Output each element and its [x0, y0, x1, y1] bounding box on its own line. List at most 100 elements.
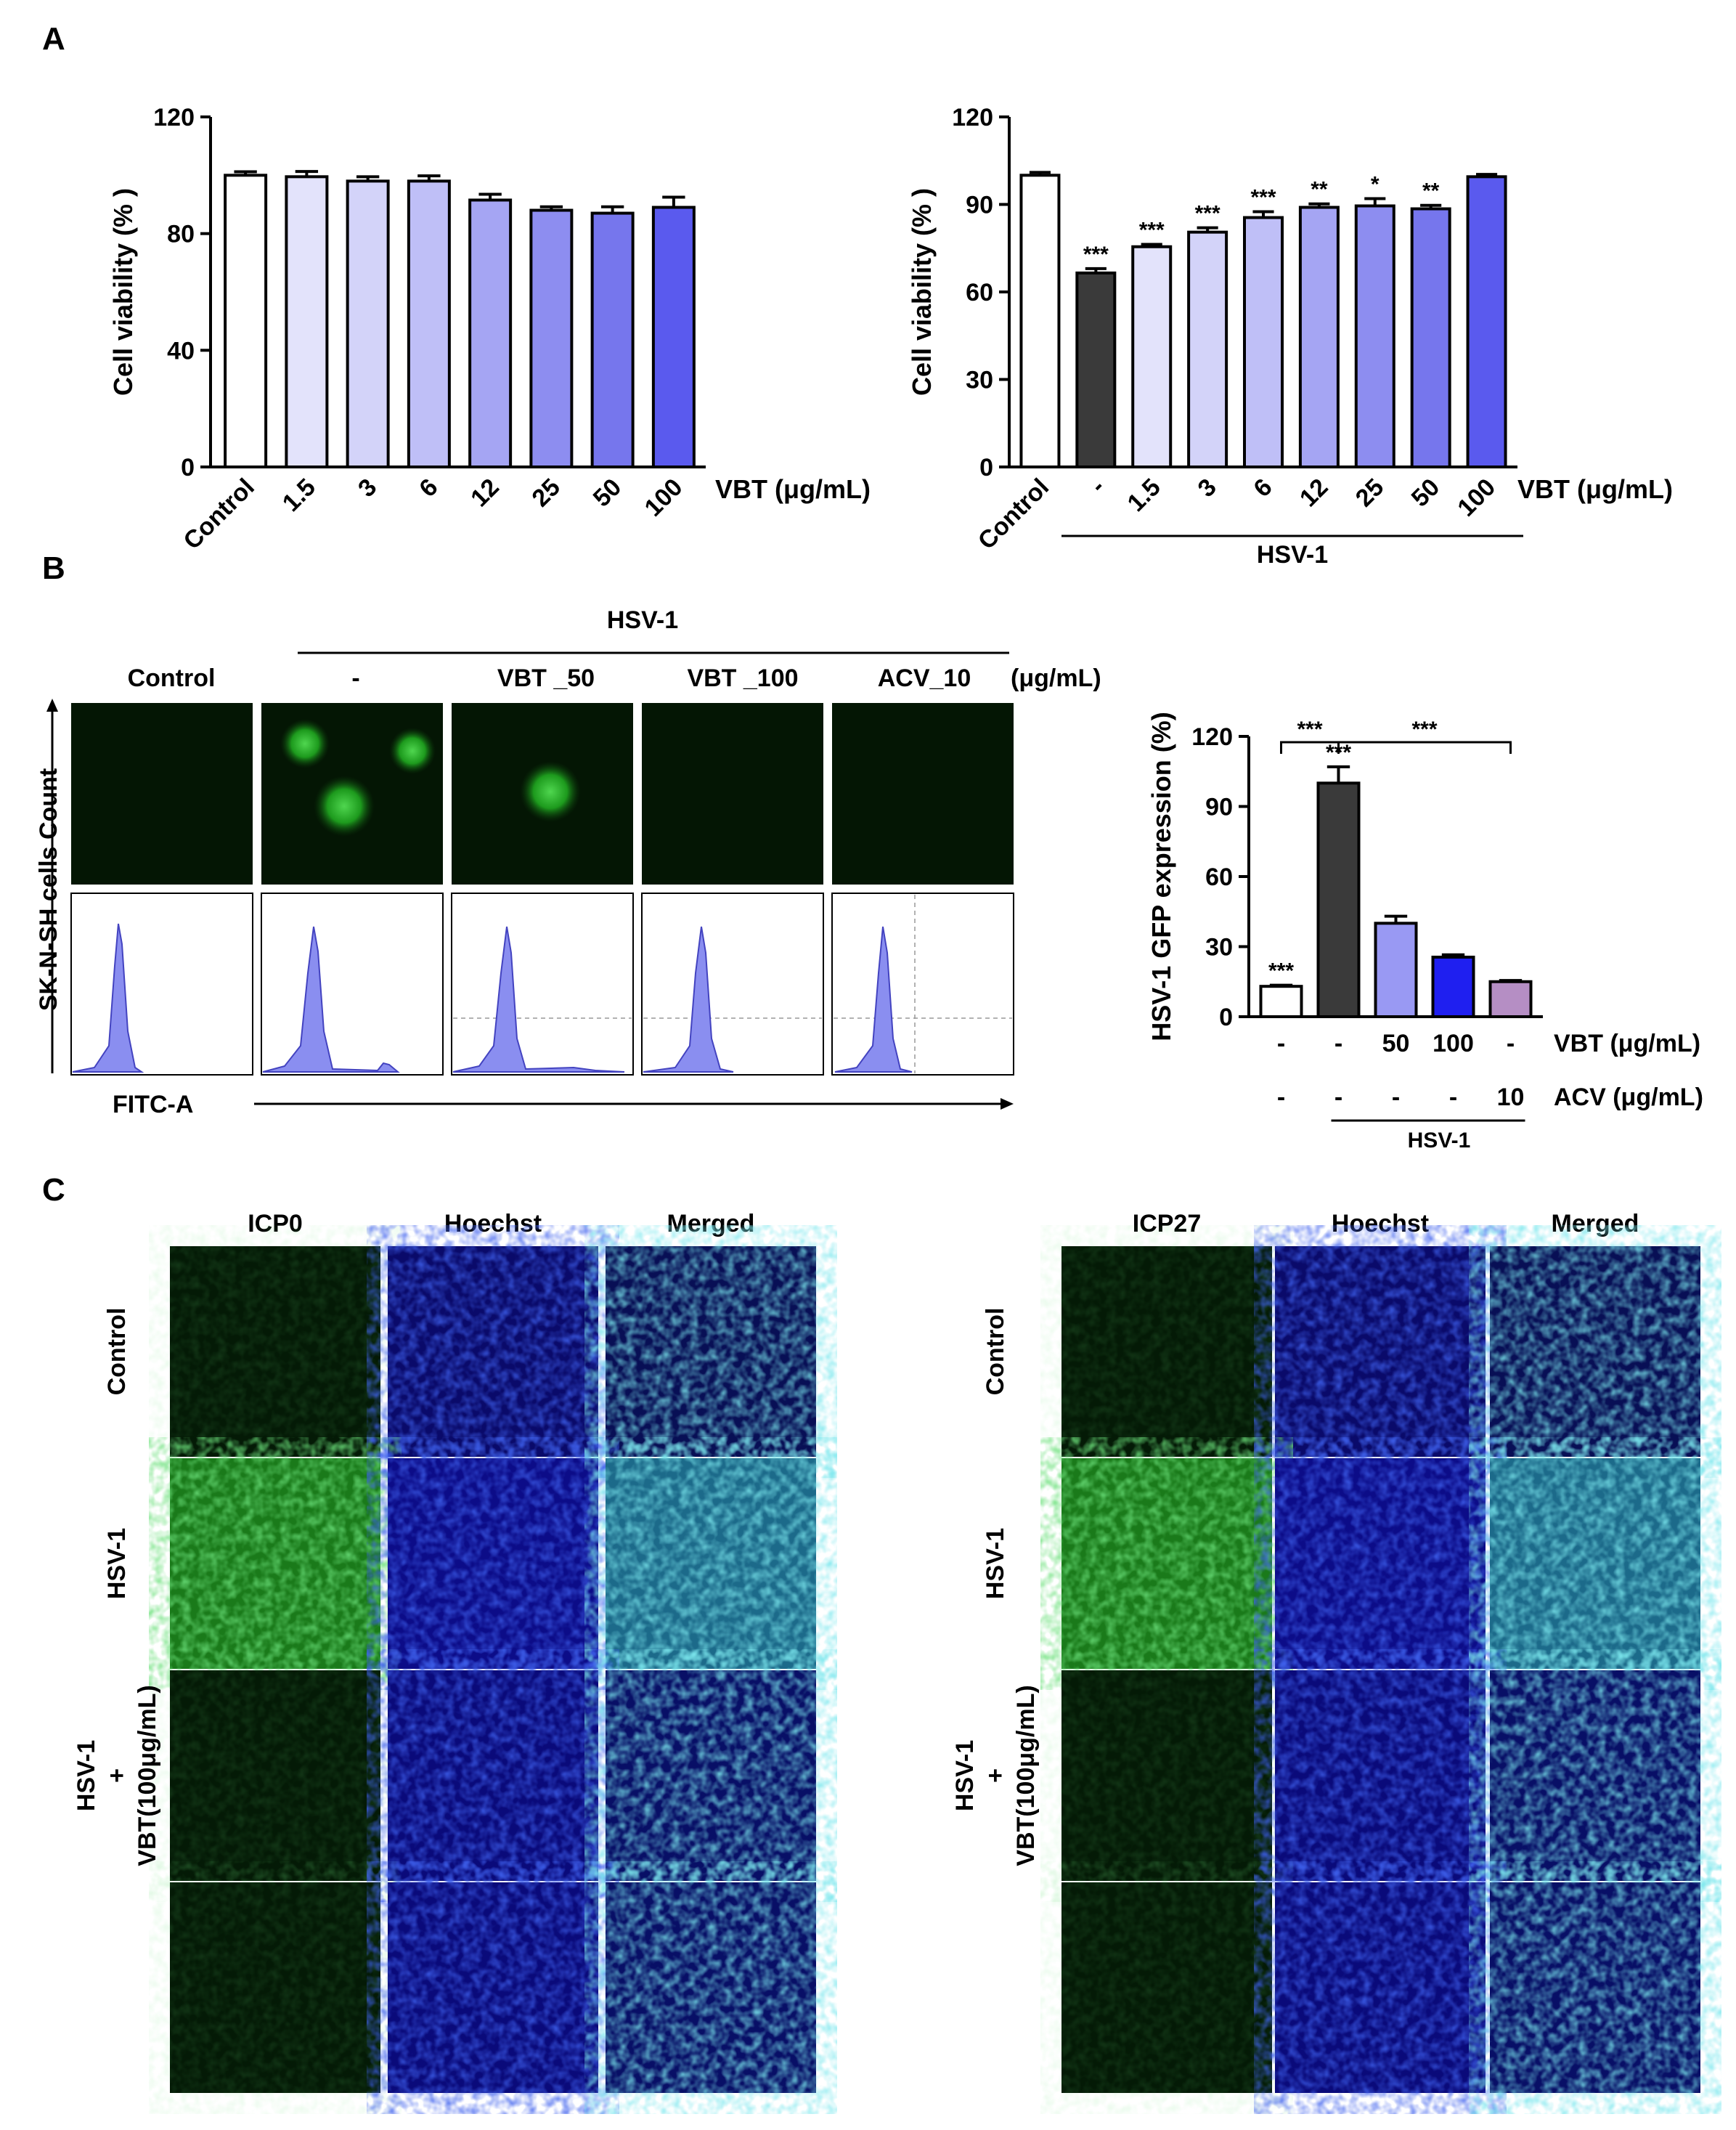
column-header: Hoechst — [1332, 1210, 1429, 1237]
y-tick-label: 80 — [167, 221, 195, 248]
row-label: + — [982, 1768, 1009, 1783]
significance-marker: *** — [1411, 718, 1437, 741]
y-tick-label: 120 — [153, 104, 195, 131]
bar — [1243, 216, 1284, 468]
infected-focus — [280, 719, 330, 768]
x-tick-label: 100 — [1452, 473, 1501, 522]
row-label: HSV-1 — [73, 1740, 100, 1811]
y-tick-label: 120 — [1191, 723, 1233, 751]
column-header: Hoechst — [444, 1210, 542, 1237]
x-tick-label: 1.5 — [277, 473, 321, 517]
micrograph-texture — [606, 1246, 816, 1457]
row-label: HSV-1 — [951, 1740, 979, 1811]
y-axis-label: Cell viability (% ) — [108, 188, 138, 396]
micrograph-texture — [170, 1458, 380, 1669]
micrograph-texture — [388, 1882, 598, 2093]
x-axis-label: VBT (μg/mL) — [715, 474, 871, 504]
y-tick-label: 90 — [966, 192, 993, 219]
micrograph-texture — [1275, 1246, 1486, 1457]
significance-marker: *** — [1250, 186, 1276, 210]
bar — [1075, 271, 1117, 468]
infected-focus — [389, 728, 436, 774]
micrograph-acv10 — [832, 703, 1014, 885]
micrograph-texture — [388, 1246, 598, 1457]
bar — [590, 211, 635, 468]
column-header: Merged — [1552, 1210, 1639, 1237]
bar — [407, 179, 451, 468]
x-tick-label: Control — [178, 473, 259, 555]
significance-marker: *** — [1268, 959, 1294, 983]
y-tick-label: 40 — [167, 337, 195, 365]
x-tick-label: 3 — [1193, 473, 1222, 503]
panel-b-col-vbt50: VBT _50 — [497, 664, 595, 692]
treatment-cell: - — [1449, 1084, 1457, 1111]
histogram-vbt50 — [451, 893, 634, 1076]
panel-b-hsv-label: HSV-1 — [607, 606, 678, 634]
micrograph-texture — [170, 1246, 380, 1457]
histogram-vbt100 — [641, 893, 824, 1076]
micrograph-texture — [1275, 1882, 1486, 2093]
micrograph-texture — [170, 1882, 380, 2093]
x-tick-label: 25 — [526, 473, 566, 513]
bar — [1374, 922, 1418, 1019]
micrograph-texture — [606, 1670, 816, 1881]
y-tick-label: 0 — [979, 454, 993, 481]
bar — [285, 175, 329, 468]
significance-marker: *** — [1297, 718, 1322, 741]
treatment-cell: 50 — [1382, 1030, 1410, 1057]
row-label: HSV-1 — [103, 1528, 131, 1599]
y-axis-label: HSV-1 GFP expression (%) — [1146, 712, 1176, 1041]
significance-marker: *** — [1139, 219, 1165, 243]
x-axis-label: VBT (μg/mL) — [1517, 474, 1673, 504]
y-tick-label: 30 — [1205, 934, 1233, 962]
count-axis-label: SK-N-SH cells Count — [35, 768, 62, 1011]
row-label: + — [103, 1768, 131, 1783]
count-axis-arrowhead — [46, 699, 58, 712]
bar — [1488, 980, 1533, 1018]
y-tick-label: 0 — [181, 454, 195, 481]
significance-marker: *** — [1083, 243, 1109, 267]
treatment-cell: - — [1507, 1030, 1515, 1057]
treatment-cell: 100 — [1433, 1030, 1474, 1057]
micrograph-texture — [1275, 1458, 1486, 1669]
significance-marker: ** — [1311, 178, 1328, 202]
micrograph-texture — [1490, 1458, 1700, 1669]
bar — [1187, 230, 1228, 468]
bar — [1019, 174, 1061, 468]
x-tick-label: 12 — [1295, 473, 1334, 513]
fitc-axis-label: FITC-A — [113, 1091, 193, 1118]
micrograph-texture — [1275, 1670, 1486, 1881]
micrograph-texture — [606, 1882, 816, 2093]
significance-bracket — [1337, 741, 1512, 754]
y-tick-label: 30 — [966, 367, 993, 394]
micrograph-texture — [1490, 1670, 1700, 1881]
significance-marker: *** — [1195, 202, 1221, 226]
treatment-cell: - — [1334, 1084, 1342, 1111]
histogram-acv10 — [831, 893, 1014, 1076]
column-header: Merged — [667, 1210, 755, 1237]
y-tick-label: 60 — [1205, 863, 1233, 891]
histogram-control — [70, 893, 253, 1076]
x-tick-label: 6 — [414, 473, 443, 503]
treatment-row-label: VBT (μg/mL) — [1554, 1030, 1700, 1057]
panel-letter-c: C — [42, 1172, 65, 1208]
row-label: HSV-1 — [982, 1528, 1009, 1599]
y-tick-label: 0 — [1219, 1004, 1233, 1031]
micrograph-vbt100 — [642, 703, 823, 885]
x-tick-label: 3 — [353, 473, 382, 503]
significance-marker: * — [1371, 172, 1380, 196]
x-tick-label: 6 — [1248, 473, 1277, 503]
micrograph-texture — [388, 1670, 598, 1881]
group-label: HSV-1 — [1408, 1129, 1471, 1153]
x-tick-label: Control — [973, 473, 1054, 555]
micrograph-texture — [388, 1458, 598, 1669]
y-tick-label: 60 — [966, 279, 993, 306]
bar — [346, 179, 390, 468]
bar — [1131, 245, 1173, 468]
x-tick-label: 25 — [1350, 473, 1390, 513]
panel-b-col-control: Control — [128, 664, 216, 692]
